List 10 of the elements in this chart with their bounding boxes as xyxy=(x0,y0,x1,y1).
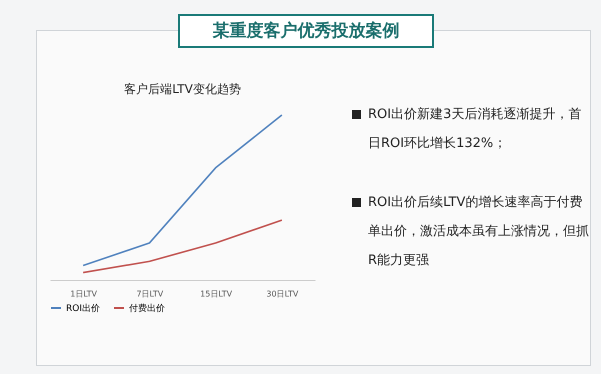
x-tick-label: 1日LTV xyxy=(70,290,98,298)
text: ROI出价后续LTV的增长速率高于付费单出价，激活成本虽有上涨情况，但抓R能力更强 xyxy=(368,195,589,268)
chart-subtitle: 客户后端LTV变化趋势 xyxy=(124,82,241,96)
x-tick-label: 15日LTV xyxy=(200,290,233,298)
x-tick-label: 7日LTV xyxy=(136,290,164,298)
x-tick-label: 30日LTV xyxy=(266,290,299,298)
legend-label: ROI出价 xyxy=(66,303,100,314)
chart-title: 某重度客户优秀投放案例 xyxy=(178,14,434,48)
legend-label: 付费出价 xyxy=(129,303,165,314)
text: ROI出价新建3天后消耗逐渐提升，首日ROI环比增长132%； xyxy=(368,107,582,151)
